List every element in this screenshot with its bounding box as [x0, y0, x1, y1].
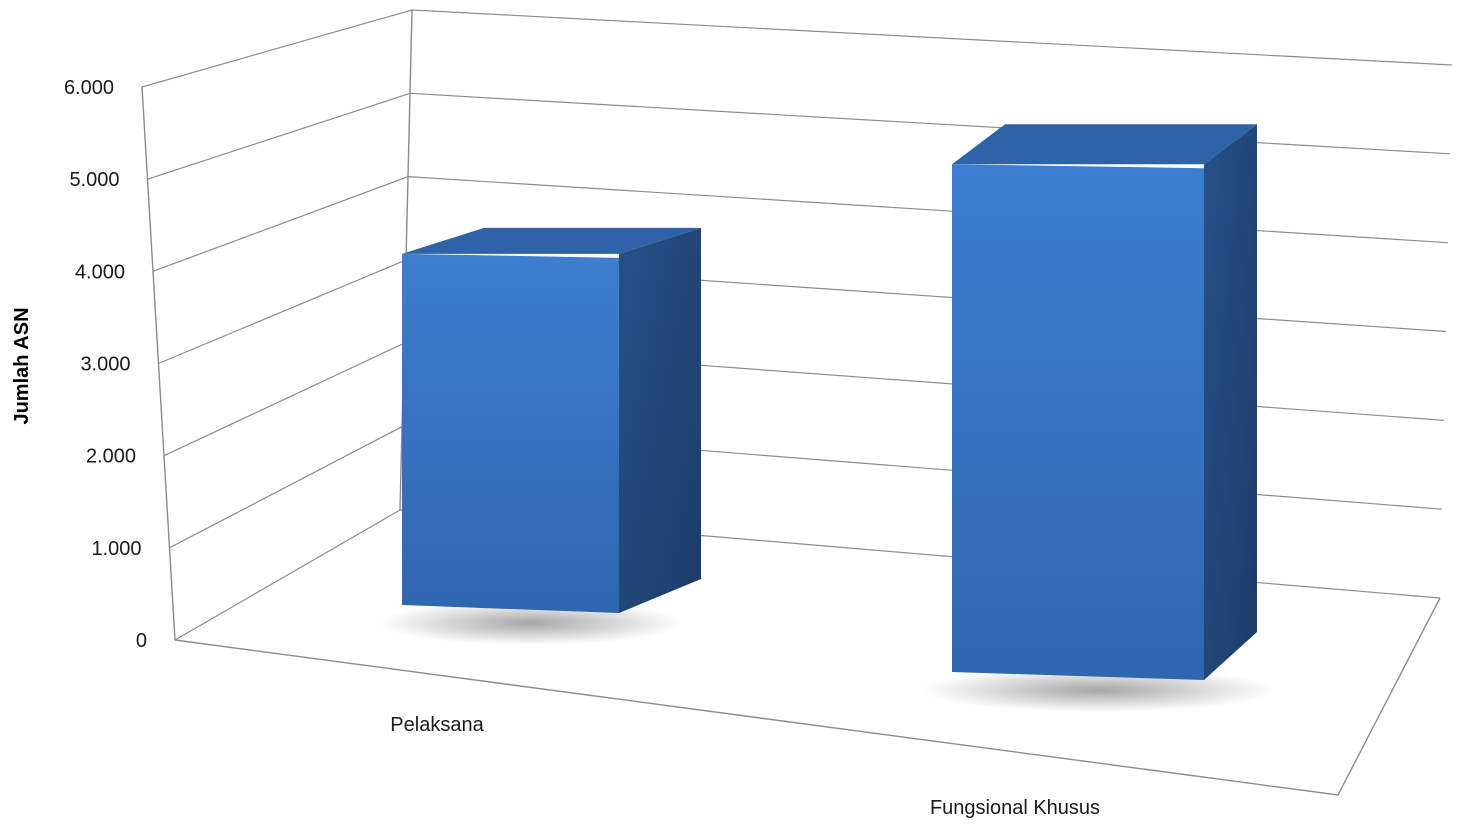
- y-tick-label: 2.000: [86, 446, 136, 468]
- bar-side-face: [619, 227, 701, 613]
- bar-1: [378, 227, 701, 645]
- bars: [378, 124, 1275, 712]
- x-category-label: Pelaksana: [390, 714, 484, 736]
- y-tick-label: 5.000: [69, 169, 119, 191]
- bar-side-face: [1204, 124, 1257, 680]
- y-tick-label: 0: [136, 630, 147, 652]
- y-tick-label: 4.000: [75, 261, 125, 283]
- y-tick-label: 3.000: [80, 354, 130, 376]
- y-tick-label: 1.000: [91, 538, 141, 560]
- bar-2: [921, 124, 1275, 712]
- x-category-label: Fungsional Khusus: [930, 797, 1100, 819]
- bar-top-face: [952, 124, 1257, 165]
- floor-edge: [174, 597, 1441, 796]
- labels: 0 1.000 2.000 3.000 4.000 5.000 6.000 Pelaksana…: [64, 77, 1100, 819]
- bar-front-face: [952, 164, 1204, 680]
- y-axis-line: [141, 86, 176, 641]
- y-tick-label: 6.000: [64, 77, 114, 99]
- y-axis-title: Jumlah ASN: [11, 307, 33, 424]
- bar-top-face: [402, 227, 701, 254]
- bar-front-face: [402, 253, 619, 613]
- gridline: [141, 9, 1453, 88]
